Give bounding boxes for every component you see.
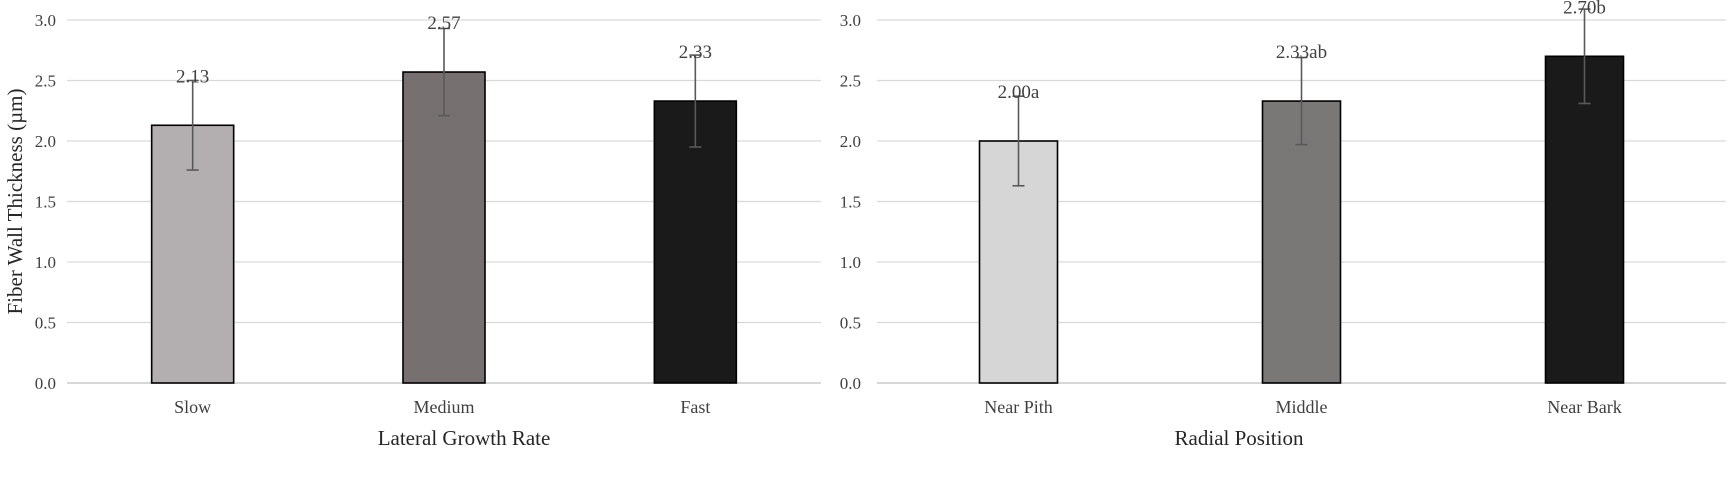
data-label-0-2: 2.33	[679, 42, 712, 63]
y-tick-label-0-3: 1.5	[35, 193, 56, 212]
bar-0-1	[402, 71, 486, 384]
category-label-1-1: Middle	[1276, 397, 1328, 417]
y-tick-label-1-3: 1.5	[840, 193, 861, 212]
y-tick-label-1-0: 0.0	[840, 374, 861, 393]
y-tick-label-0-2: 1.0	[35, 253, 56, 272]
data-label-1-1: 2.33ab	[1276, 42, 1327, 63]
y-tick-label-1-2: 1.0	[840, 253, 861, 272]
category-label-1-2: Near Bark	[1547, 397, 1621, 417]
y-tick-label-0-1: 0.5	[35, 314, 56, 333]
y-tick-label-1-5: 2.5	[840, 72, 861, 91]
y-tick-label-0-4: 2.0	[35, 132, 56, 151]
bar-1-1	[1261, 100, 1342, 384]
category-label-0-1: Medium	[414, 397, 475, 417]
y-tick-label-1-6: 3.0	[840, 11, 861, 30]
data-label-1-0: 2.00a	[998, 82, 1040, 103]
bar-1-2	[1544, 55, 1625, 384]
y-tick-label-0-5: 2.5	[35, 72, 56, 91]
data-label-0-1: 2.57	[427, 13, 460, 34]
y-axis-title-0: Fiber Wall Thickness (µm)	[3, 88, 27, 314]
y-tick-label-0-0: 0.0	[35, 374, 56, 393]
y-tick-label-1-1: 0.5	[840, 314, 861, 333]
data-label-0-0: 2.13	[176, 66, 209, 87]
category-label-0-0: Slow	[174, 397, 211, 417]
y-tick-label-1-4: 2.0	[840, 132, 861, 151]
y-tick-label-0-6: 3.0	[35, 11, 56, 30]
data-label-1-2: 2.70b	[1563, 0, 1606, 18]
x-axis-title-0: Lateral Growth Rate	[378, 426, 551, 450]
x-axis-title-1: Radial Position	[1175, 426, 1304, 450]
category-label-0-2: Fast	[680, 397, 710, 417]
category-label-1-0: Near Pith	[984, 397, 1052, 417]
bar-0-2	[653, 100, 738, 384]
